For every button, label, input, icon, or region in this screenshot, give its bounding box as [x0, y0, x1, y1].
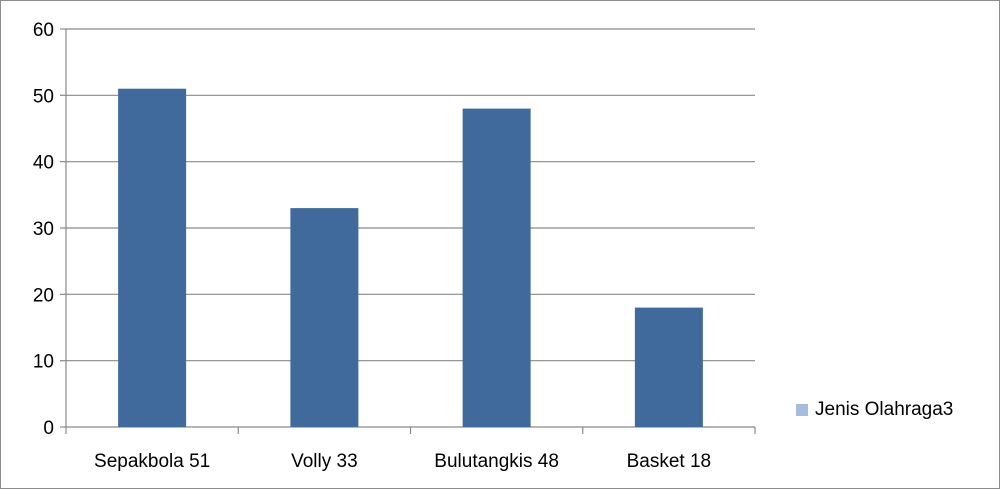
bar: [118, 88, 187, 427]
x-tick-label: Bulutangkis 48: [434, 451, 559, 472]
legend: Jenis Olahraga3: [796, 399, 953, 421]
bar: [634, 307, 703, 427]
y-tick-label: 40: [33, 153, 54, 174]
y-tick-label: 20: [33, 285, 54, 306]
y-tick-label: 60: [33, 20, 54, 41]
x-tick-label: Volly 33: [291, 451, 358, 472]
x-tick-label: Basket 18: [627, 451, 712, 472]
bar: [290, 208, 359, 427]
legend-swatch: [796, 404, 808, 416]
y-tick-label: 30: [33, 219, 54, 240]
y-tick-label: 0: [43, 418, 54, 439]
x-tick-label: Sepakbola 51: [94, 451, 210, 472]
bar: [462, 108, 531, 427]
legend-label: Jenis Olahraga3: [815, 399, 954, 420]
y-tick-label: 50: [33, 86, 54, 107]
y-tick-label: 10: [33, 352, 54, 373]
